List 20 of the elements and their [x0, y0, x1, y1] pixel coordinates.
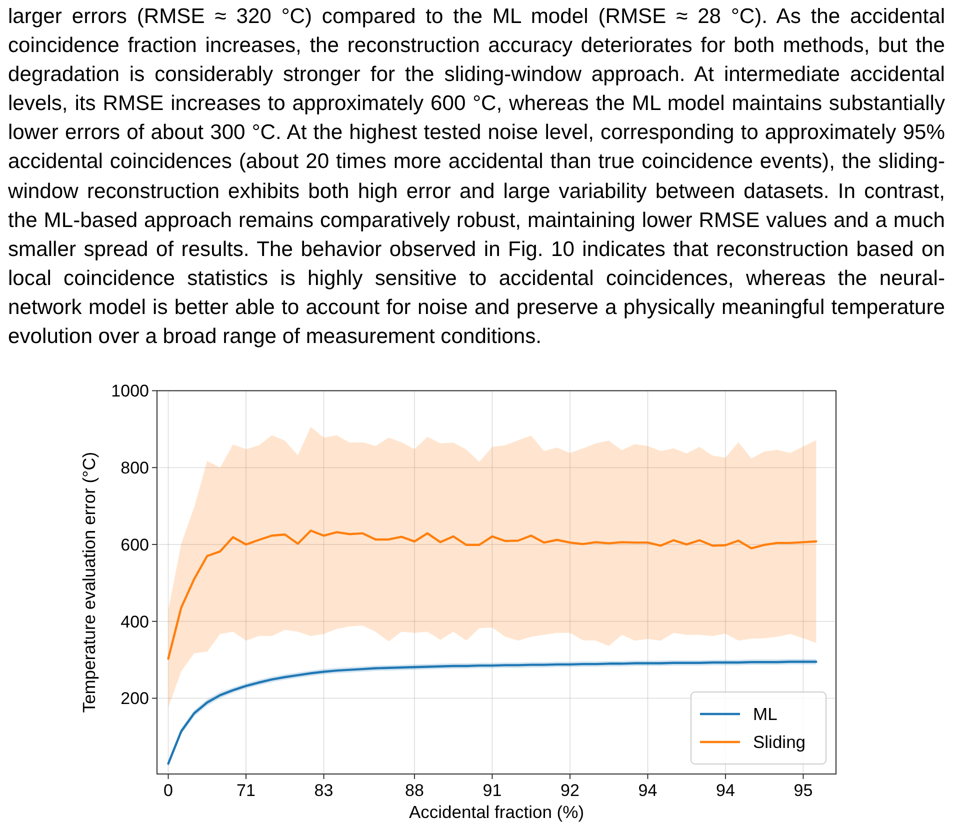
- x-tick-label: 91: [482, 781, 502, 800]
- y-tick-label: 800: [120, 458, 149, 478]
- x-tick-label: 88: [405, 781, 424, 800]
- text: larger errors (RMSE ≈ 320 °C) compared to the ML model (RMSE ≈ 28 °C). As the accidental coincidence fraction increases, the reconstruction accuracy deteriorates for both methods, but the degradation is considerably stronger for the sliding-window approach. At intermediate accidental levels, its RMSE increases to approximately 600 °C, whereas the ML model maintains substantially lower errors of about 300 °C. At the highest tested noise level, corresponding to approximately 95% accidental coincidences (about 20 times more accidental than true coincidence events), the sliding-window reconstruction exhibits both high error and large variability between datasets. In contrast, the ML-based approach remains comparatively robust, maintaining lower RMSE values and a much smaller spread of results. The behavior observed in Fig. 10 indicates that reconstruction based on local coincidence statistics is highly sensitive to accidental coincidences, whereas the neural-network model is better able to account for noise and preserve a physically meaningful temperature evolution over a broad range of measurement conditions.: [8, 7, 945, 348]
- x-tick-label: 83: [314, 781, 334, 800]
- x-tick-label: 95: [794, 781, 813, 800]
- x-tick-label: 0: [164, 781, 174, 800]
- y-tick-label: 600: [120, 535, 149, 554]
- legend-label: ML: [753, 704, 778, 724]
- y-tick-label: 400: [120, 612, 149, 632]
- x-tick-label: 71: [236, 781, 256, 800]
- y-tick-label: 1000: [111, 382, 149, 401]
- y-axis-title: Temperature evaluation error (°C): [79, 452, 99, 713]
- line-series: [167, 530, 818, 660]
- legend-label: Sliding: [753, 732, 806, 752]
- x-tick-label: 94: [638, 781, 658, 800]
- x-tick-label: 92: [560, 781, 580, 800]
- x-axis-title: Accidental fraction (%): [408, 802, 584, 822]
- y-tick-label: 200: [120, 689, 149, 708]
- x-tick-label: 94: [716, 781, 735, 800]
